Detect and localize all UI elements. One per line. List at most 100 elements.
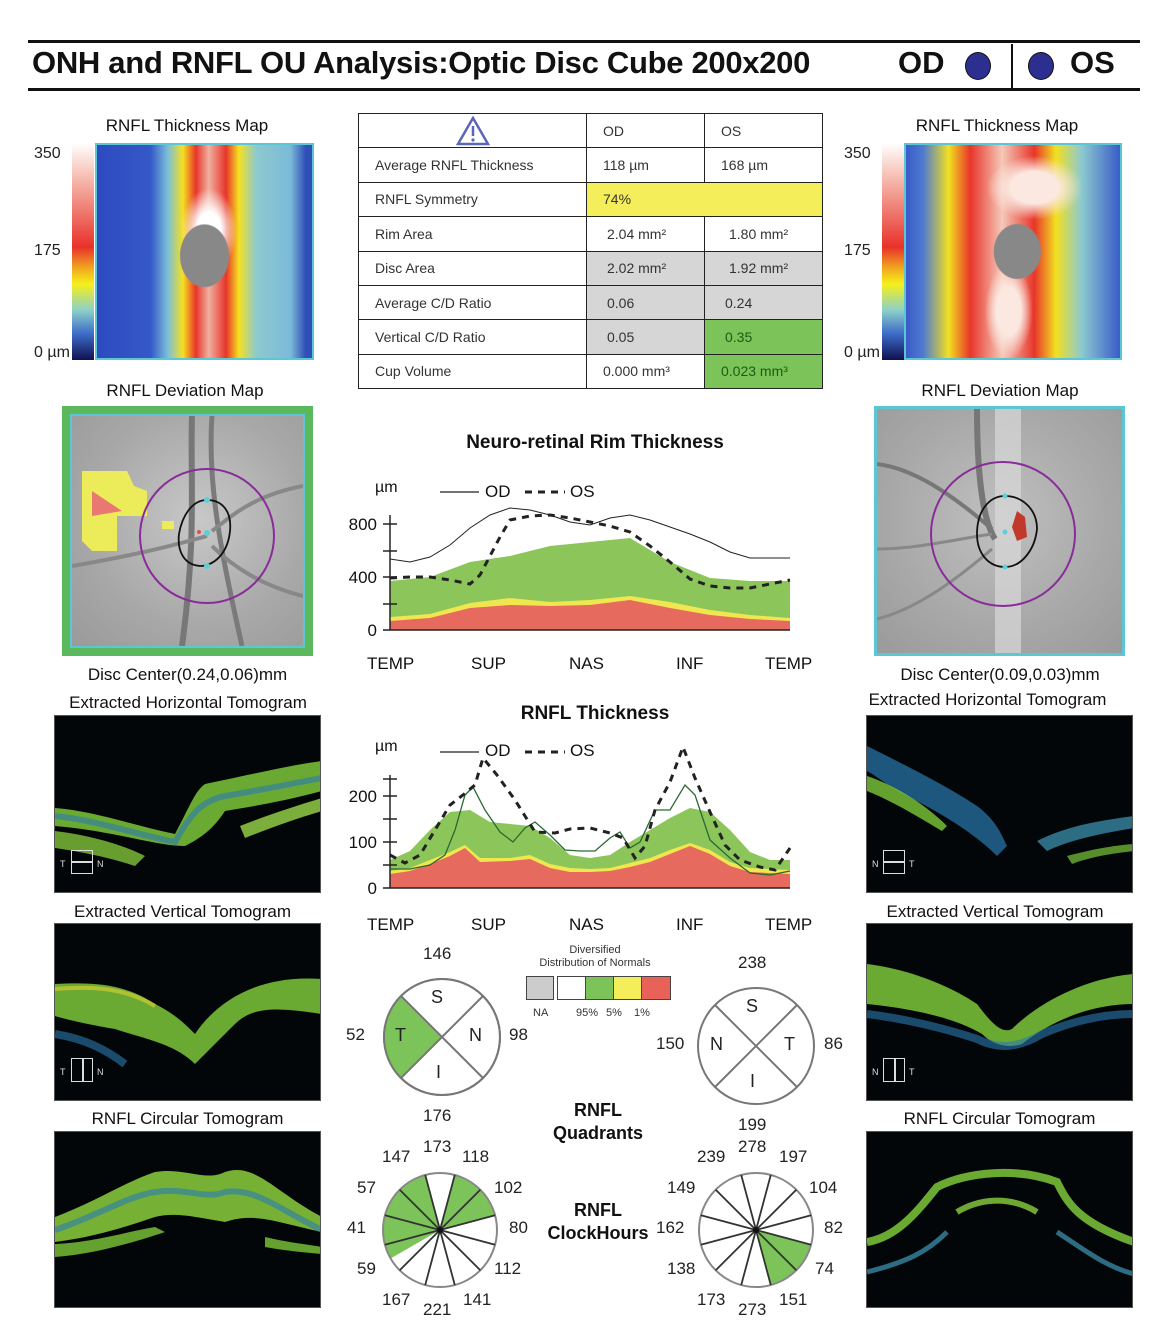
os-rnfl-deviation-map[interactable] (874, 406, 1125, 656)
os-clock-3: 82 (824, 1218, 843, 1237)
warning-cell (358, 112, 587, 149)
od-scale-max: 350 (34, 145, 61, 162)
od-vertical-tomogram-image (55, 978, 320, 1068)
os-deviation-map-title: RNFL Deviation Map (921, 381, 1079, 400)
results-table: OD OS Average RNFL Thickness 118 µm 168 … (358, 112, 823, 390)
od-circular-tomogram[interactable] (54, 1131, 321, 1308)
os-circular-tomogram[interactable] (866, 1131, 1133, 1308)
legend-swatch-normal (558, 977, 586, 999)
rnfl-clockhours-label: RNFL ClockHours (530, 1199, 666, 1245)
od-rnfl-deviation-map[interactable] (70, 414, 305, 648)
rim-chart-svg (383, 490, 791, 631)
os-quad-n-letter: N (710, 1034, 723, 1054)
os-value: 1.92 mm² (704, 250, 823, 286)
os-quad-t-value: 86 (824, 1034, 843, 1053)
os-quad-s-letter: S (746, 996, 759, 1016)
od-scale-min: 0 µm (34, 344, 70, 361)
os-clock-9: 162 (656, 1218, 685, 1237)
rim-xtick-temp-2: TEMP (765, 654, 813, 673)
rim-xtick-inf: INF (676, 654, 704, 673)
rnfl-xtick-inf: INF (676, 915, 704, 934)
os-horizontal-tomogram[interactable]: N T (866, 715, 1133, 893)
od-value: 118 µm (586, 147, 705, 183)
rnfl-quadrants-label: RNFL Quadrants (528, 1099, 668, 1145)
rim-chart-title: Neuro-retinal Rim Thickness (466, 432, 724, 453)
od-rnfl-thickness-map[interactable] (95, 143, 314, 360)
legend-label-95: 95% (576, 1007, 599, 1019)
od-horizontal-tomogram-image (55, 761, 320, 866)
os-quadrant-pie[interactable] (696, 986, 816, 1106)
legend-label-5: 5% (606, 1007, 622, 1019)
os-v-tomo-orientation-icon (883, 1058, 905, 1082)
os-thickness-map-title: RNFL Thickness Map (915, 116, 1079, 135)
rnfl-chart-svg (383, 742, 792, 889)
os-clock-10: 149 (667, 1178, 696, 1197)
od-horizontal-tomogram[interactable]: T N (54, 715, 321, 893)
os-rnfl-thickness-map[interactable] (904, 143, 1122, 360)
od-clock-4: 112 (494, 1259, 522, 1278)
os-scale-mid: 175 (844, 242, 871, 259)
page-title: ONH and RNFL OU Analysis:Optic Disc Cube… (32, 45, 811, 80)
od-vertical-tomogram[interactable]: T N (54, 923, 321, 1101)
od-quad-s-letter: S (431, 987, 444, 1007)
od-value: 0.000 mm³ (586, 353, 705, 390)
legend-swatch-5 (614, 977, 642, 999)
row-label: Cup Volume (358, 353, 587, 390)
os-horizontal-tomogram-title: Extracted Horizontal Tomogram (868, 690, 1107, 709)
quadrants-label-line1: RNFL (574, 1100, 622, 1120)
od-quadrant-pie[interactable] (382, 977, 502, 1097)
od-clockhours-pie[interactable] (381, 1171, 499, 1289)
od-clock-5: 141 (463, 1290, 492, 1309)
od-scale-mid: 175 (34, 242, 61, 259)
os-clock-4: 74 (815, 1259, 834, 1278)
od-eye-label: OD (898, 45, 945, 80)
os-value: 0.24 (704, 284, 823, 321)
os-vertical-tomogram[interactable]: N T (866, 923, 1133, 1101)
row-label: Vertical C/D Ratio (358, 319, 587, 355)
os-clock-8: 138 (667, 1259, 696, 1278)
rim-legend-os: OS (570, 482, 595, 501)
od-clock-9: 41 (347, 1218, 366, 1237)
od-deviation-map-title: RNFL Deviation Map (106, 381, 264, 400)
table-row: RNFL Symmetry 74% (358, 181, 823, 218)
normals-legend-title: Diversified Distribution of Normals (520, 944, 670, 970)
quadrants-label-line2: Quadrants (552, 1123, 644, 1143)
os-clockhours-pie[interactable] (697, 1171, 815, 1289)
os-value: 0.35 (704, 319, 823, 355)
rim-ytick-400: 400 (348, 568, 377, 587)
od-value: 0.06 (586, 284, 705, 321)
os-quad-n-value: 150 (656, 1034, 685, 1053)
legend-title-line1: Diversified (569, 944, 621, 956)
rim-thickness-chart: µm OD OS 800 400 0 TEMP SUP NAS INF TEMP (349, 470, 815, 673)
od-quad-n-letter: N (469, 1025, 482, 1045)
rnfl-chart-title: RNFL Thickness (520, 703, 670, 724)
legend-swatch-95 (586, 977, 614, 999)
normals-legend-swatches (526, 976, 671, 1000)
row-label: Average C/D Ratio (358, 284, 587, 321)
table-row: Disc Area 2.02 mm² 1.92 mm² (358, 250, 823, 286)
os-eye-dot-icon (1028, 52, 1054, 80)
table-header-row: OD OS (358, 112, 823, 149)
row-label: RNFL Symmetry (358, 181, 587, 218)
os-quad-t-letter: T (784, 1034, 795, 1054)
os-value: 0.023 mm³ (704, 353, 823, 390)
od-v-tomo-left-label: T (60, 1067, 66, 1077)
od-quad-i-letter: I (436, 1062, 442, 1082)
rim-ytick-800: 800 (348, 515, 377, 534)
os-circular-tomogram-title: RNFL Circular Tomogram (903, 1109, 1096, 1128)
os-quad-i-letter: I (750, 1071, 756, 1091)
os-value: 1.80 mm² (704, 216, 823, 252)
rnfl-chart-ylabel: µm (375, 738, 398, 755)
legend-swatch-na (526, 976, 554, 1000)
od-clock-6: 221 (423, 1300, 452, 1319)
rim-xtick-temp: TEMP (367, 654, 415, 673)
od-disc-center: Disc Center(0.24,0.06)mm (87, 665, 288, 684)
od-clock-8: 59 (357, 1259, 376, 1278)
od-h-tomo-left-label: T (60, 859, 66, 869)
os-vertical-tomogram-title: Extracted Vertical Tomogram (886, 902, 1104, 921)
clockhours-label-line1: RNFL (574, 1200, 622, 1220)
table-row: Vertical C/D Ratio 0.05 0.35 (358, 319, 823, 355)
row-label: Average RNFL Thickness (358, 147, 587, 183)
os-horizontal-tomogram-image (867, 746, 1132, 864)
rnfl-legend-od: OD (485, 741, 511, 760)
